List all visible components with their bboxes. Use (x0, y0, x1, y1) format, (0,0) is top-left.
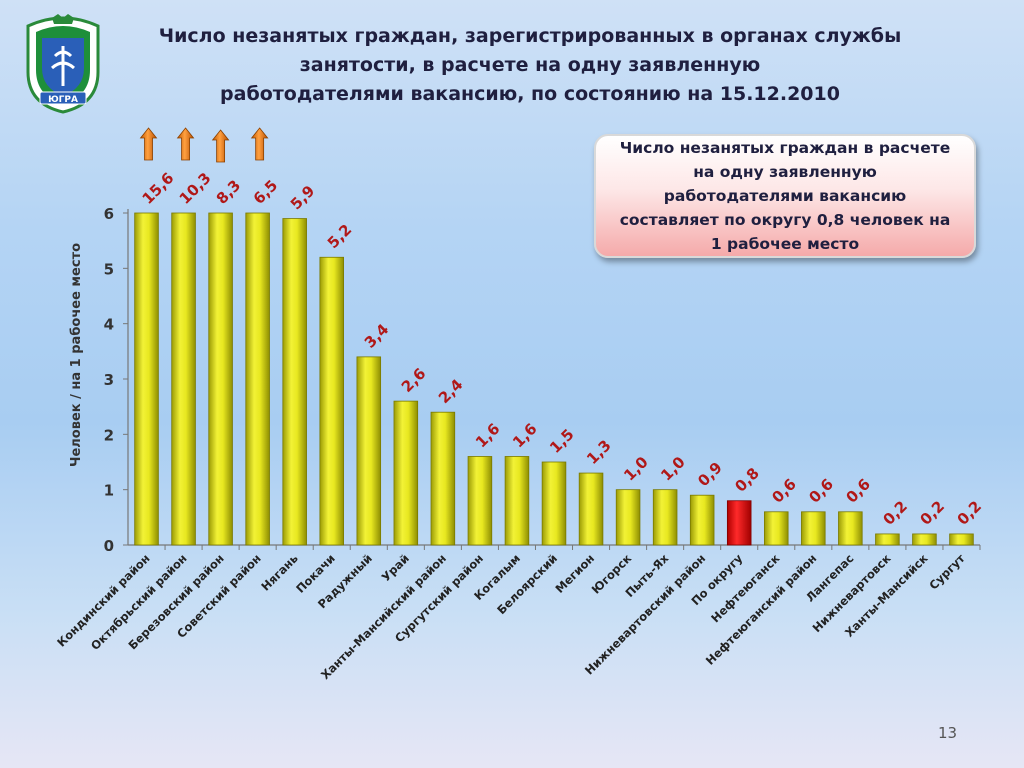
data-label: 5,9 (287, 182, 319, 214)
data-label: 10,3 (176, 169, 215, 208)
title-line-2: занятости, в расчете на одну заявленную (299, 54, 761, 76)
bar (578, 472, 604, 546)
title-line-1: Число незанятых граждан, зарегистрирован… (158, 25, 902, 47)
y-tick-label: 3 (104, 371, 114, 389)
category-label: Сургут (926, 551, 967, 592)
bar (801, 511, 826, 546)
data-label: 2,6 (398, 364, 430, 396)
bar (504, 456, 530, 546)
category-label: Урай (379, 551, 412, 584)
bar (430, 411, 456, 546)
bar (912, 533, 937, 546)
page-title: Число незанятых граждан, зарегистрирован… (150, 22, 910, 109)
bar (356, 356, 382, 546)
emblem-text: ЮГРА (48, 95, 78, 105)
bar (726, 500, 752, 546)
page-number: 13 (938, 724, 958, 742)
data-label: 0,2 (879, 497, 911, 529)
data-label: 2,4 (435, 376, 467, 408)
data-label: 8,3 (213, 176, 245, 208)
data-label: 6,5 (250, 176, 282, 208)
bar (652, 489, 678, 546)
bar (689, 494, 715, 546)
arrow-up-icon (176, 127, 195, 161)
data-label: 1,6 (509, 420, 541, 452)
bar (393, 400, 419, 546)
bar (319, 256, 344, 546)
data-label: 0,9 (694, 459, 726, 491)
data-label: 0,6 (805, 475, 837, 507)
bar (541, 461, 567, 546)
y-tick-label: 1 (104, 482, 114, 500)
bar (949, 533, 974, 546)
bar (838, 511, 863, 546)
data-label: 1,6 (472, 420, 504, 452)
bar (282, 218, 307, 546)
data-label: 1,5 (546, 425, 578, 457)
arrow-up-icon (250, 127, 269, 161)
data-label: 0,2 (917, 497, 949, 529)
data-label: 5,2 (324, 221, 356, 253)
data-label: 1,3 (583, 436, 615, 468)
y-tick-label: 5 (104, 260, 114, 278)
data-label: 0,2 (954, 497, 986, 529)
bar (764, 511, 789, 546)
data-label: 1,0 (657, 453, 689, 485)
data-label: 0,6 (842, 475, 874, 507)
title-line-3: работодателями вакансию, по состоянию на… (220, 83, 840, 105)
data-label: 0,6 (768, 475, 800, 507)
data-label: 15,6 (139, 169, 178, 208)
coat-of-arms-emblem: ЮГРА (26, 14, 100, 114)
arrow-up-icon (211, 129, 230, 163)
y-tick-label: 6 (104, 205, 114, 223)
summary-callout: Число незанятых граждан в расчете на одн… (594, 134, 976, 258)
bar (615, 489, 641, 546)
data-label: 3,4 (361, 320, 393, 352)
arrow-up-icon (139, 127, 158, 161)
data-label: 0,8 (731, 464, 763, 496)
data-label: 1,0 (620, 453, 652, 485)
y-tick-label: 4 (104, 316, 114, 334)
bar (467, 456, 493, 546)
bar (134, 212, 159, 546)
bar (171, 212, 196, 546)
bar (875, 533, 900, 546)
y-tick-label: 0 (104, 537, 114, 555)
y-tick-label: 2 (104, 426, 114, 444)
y-axis-label: Человек / на 1 рабочее место (69, 243, 84, 467)
bar (245, 212, 270, 546)
bar (208, 212, 233, 546)
